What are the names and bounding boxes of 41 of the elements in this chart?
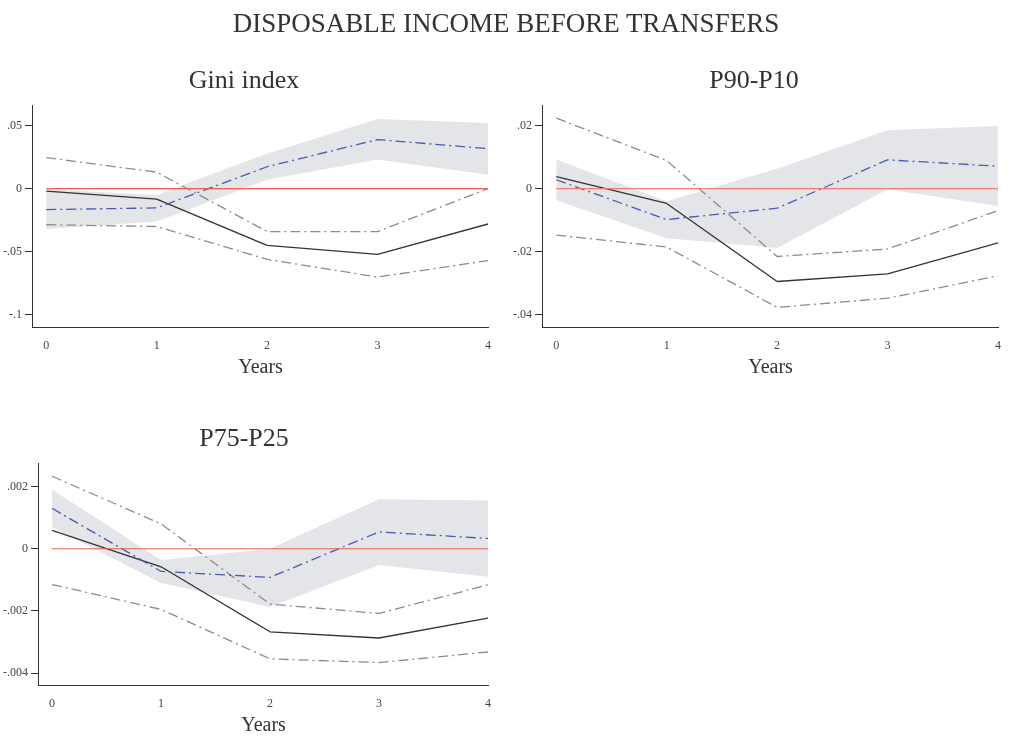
chart-title: P75-P25: [199, 423, 289, 453]
x-tick-label: 2: [267, 695, 274, 710]
x-tick-label: 1: [153, 337, 160, 352]
chart-subtitle: Gini index: [188, 65, 300, 95]
x-tick-label: 0: [49, 695, 56, 710]
x-tick-label: 2: [264, 337, 271, 352]
x-tick-label: 1: [158, 695, 165, 710]
line-series: [45, 138, 488, 211]
line-series: [51, 507, 488, 579]
y-tick-label: -.004: [3, 665, 28, 680]
line-series: [51, 583, 488, 664]
x-tick-label: 4: [995, 337, 1001, 352]
y-tick-label: -.02: [513, 243, 532, 258]
x-tick-label: 1: [663, 337, 670, 352]
x-tick-label: 0: [43, 337, 50, 352]
x-tick-label: 2: [774, 337, 781, 352]
x-tick-label: 3: [376, 695, 383, 710]
x-tick-label: 4: [485, 695, 491, 710]
line-series: [555, 234, 998, 309]
y-tick-label: .05: [7, 117, 22, 132]
x-tick-label: 3: [884, 337, 891, 352]
y-tick-label: 0: [16, 180, 22, 195]
x-axis-title: Years: [238, 355, 284, 378]
y-tick-label: -.05: [3, 243, 22, 258]
y-tick-label: .002: [7, 478, 28, 493]
y-tick-label: -.04: [513, 307, 532, 322]
y-tick-label: -.1: [9, 307, 22, 322]
y-tick-label: 0: [22, 540, 28, 555]
line-series: [45, 224, 488, 278]
y-tick-label: 0: [526, 180, 532, 195]
line-series: [45, 156, 488, 233]
line-series: [51, 475, 488, 615]
x-axis-title: Years: [748, 355, 794, 378]
y-tick-label: -.002: [3, 603, 28, 618]
y-tick-label: .02: [517, 117, 532, 132]
x-axis-title: Years: [241, 713, 287, 736]
chart-title: P90-P10: [709, 65, 799, 95]
x-tick-label: 4: [485, 337, 491, 352]
x-tick-label: 0: [553, 337, 560, 352]
x-tick-label: 3: [374, 337, 381, 352]
chart-title: DISPOSABLE INCOME BEFORE TRANSFERS: [231, 8, 781, 39]
